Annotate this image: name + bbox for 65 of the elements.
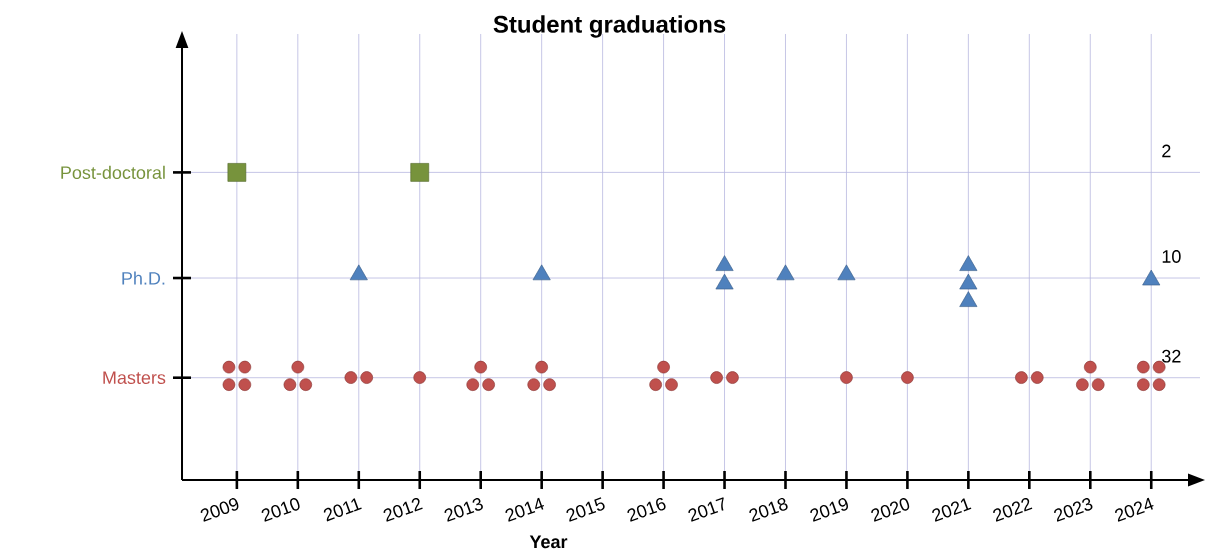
point bbox=[532, 264, 551, 281]
annotation: 32 bbox=[1162, 349, 1181, 363]
text: Masters bbox=[103, 371, 166, 385]
annotation: 10 bbox=[1162, 250, 1181, 263]
point bbox=[299, 378, 313, 391]
point bbox=[1083, 360, 1097, 374]
x-tick-label: 2017 bbox=[688, 497, 724, 522]
point bbox=[1142, 269, 1161, 286]
point bbox=[413, 371, 427, 384]
point bbox=[283, 378, 297, 391]
x-tick-label: 2024 bbox=[1115, 497, 1154, 522]
point bbox=[222, 378, 236, 391]
point bbox=[543, 378, 556, 391]
x-axis-title: Year bbox=[529, 535, 568, 549]
point bbox=[1137, 378, 1150, 391]
x-tick-label: 2012 bbox=[383, 498, 423, 522]
x-tick-label: 2016 bbox=[627, 497, 666, 522]
point bbox=[1030, 371, 1044, 384]
point bbox=[474, 360, 487, 374]
point bbox=[715, 255, 734, 271]
point bbox=[291, 360, 305, 374]
point bbox=[665, 378, 678, 391]
point bbox=[238, 360, 252, 374]
x-tick-label: 2019 bbox=[810, 498, 848, 522]
point bbox=[535, 360, 548, 374]
x-tick-label: 2018 bbox=[749, 498, 788, 522]
chart-title: Student graduations bbox=[493, 15, 726, 38]
point bbox=[959, 273, 978, 290]
point bbox=[726, 371, 739, 384]
point bbox=[1091, 378, 1105, 391]
x-tick-label: 2022 bbox=[993, 498, 1033, 522]
x-tick-label: 2015 bbox=[566, 497, 605, 522]
point bbox=[466, 378, 480, 391]
point bbox=[649, 378, 662, 391]
point bbox=[901, 371, 914, 384]
x-tick-label: 2010 bbox=[261, 498, 300, 522]
point bbox=[959, 255, 978, 271]
point bbox=[715, 273, 734, 290]
point bbox=[238, 378, 252, 391]
point bbox=[1015, 371, 1028, 384]
point bbox=[1076, 378, 1089, 391]
point bbox=[344, 371, 358, 384]
point bbox=[776, 264, 795, 281]
point bbox=[222, 360, 236, 374]
point bbox=[657, 360, 670, 374]
point bbox=[360, 371, 374, 384]
point bbox=[527, 378, 541, 391]
point bbox=[1152, 378, 1166, 391]
text: Ph.D. bbox=[122, 271, 165, 285]
x-tick-label: 2011 bbox=[323, 498, 362, 522]
text: Post-doctoral bbox=[61, 165, 165, 180]
x-tick-label: 2014 bbox=[505, 497, 545, 522]
x-tick-label: 2013 bbox=[444, 498, 483, 522]
x-tick-label: 2021 bbox=[932, 498, 972, 522]
point bbox=[1137, 360, 1150, 374]
point bbox=[837, 264, 856, 281]
text: 2 bbox=[1162, 144, 1171, 158]
x-tick-label: 2023 bbox=[1054, 498, 1093, 522]
point bbox=[710, 371, 723, 384]
point bbox=[840, 371, 853, 384]
x-tick-label: 2020 bbox=[871, 498, 910, 522]
point bbox=[482, 378, 495, 391]
x-tick-label: 2009 bbox=[200, 498, 239, 522]
point bbox=[959, 291, 978, 307]
point bbox=[349, 264, 368, 281]
